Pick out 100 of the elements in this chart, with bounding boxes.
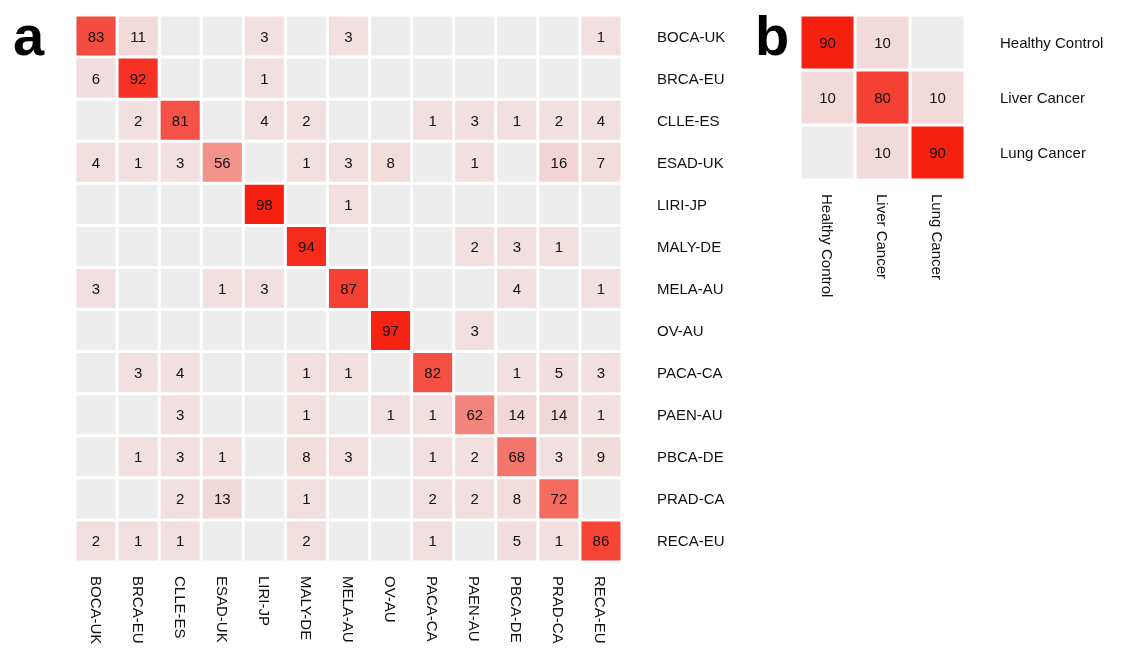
y-tick-label: BRCA-EU bbox=[657, 69, 725, 87]
y-tick-label: BOCA-UK bbox=[657, 27, 726, 45]
data-label: 1 bbox=[302, 406, 311, 424]
y-tick-label: OV-AU bbox=[657, 322, 704, 340]
data-label: 3 bbox=[344, 27, 353, 45]
data-label: 2 bbox=[302, 111, 311, 129]
data-label: 1 bbox=[260, 69, 269, 87]
x-tick-label: PRAD-CA bbox=[550, 576, 568, 644]
data-label: 4 bbox=[91, 153, 101, 171]
data-label: 2 bbox=[428, 490, 437, 508]
data-label: 1 bbox=[596, 406, 606, 424]
data-label: 3 bbox=[133, 364, 143, 382]
data-label: 3 bbox=[260, 27, 269, 45]
data-label: 14 bbox=[508, 406, 526, 424]
data-label: 6 bbox=[91, 69, 101, 87]
data-label: 1 bbox=[133, 448, 143, 466]
data-label: 9 bbox=[596, 448, 606, 466]
data-label: 81 bbox=[171, 111, 189, 129]
y-tick-label: PACA-CA bbox=[657, 364, 723, 382]
y-tick-label: Lung Cancer bbox=[1000, 144, 1086, 161]
data-label: 2 bbox=[91, 532, 101, 550]
data-label: 1 bbox=[386, 406, 395, 424]
x-tick-label: MELA-AU bbox=[340, 576, 357, 643]
data-label: 1 bbox=[554, 532, 564, 550]
x-tick-label: RECA-EU bbox=[592, 576, 610, 644]
data-label: 68 bbox=[508, 448, 526, 466]
data-label: 1 bbox=[596, 280, 606, 297]
data-label: 2 bbox=[470, 237, 479, 255]
data-label: 83 bbox=[87, 27, 105, 45]
data-label: 2 bbox=[554, 111, 564, 129]
data-label: 2 bbox=[176, 490, 185, 508]
data-label: 14 bbox=[550, 406, 568, 424]
y-tick-label: RECA-EU bbox=[657, 532, 725, 550]
data-label: 7 bbox=[596, 153, 606, 171]
chart-title: a bbox=[13, 3, 45, 67]
y-tick-label: CLLE-ES bbox=[657, 111, 720, 129]
data-label: 72 bbox=[550, 490, 568, 508]
data-label: 5 bbox=[512, 532, 521, 550]
data-label: 94 bbox=[298, 237, 315, 255]
data-label: 4 bbox=[596, 111, 606, 129]
data-label: 97 bbox=[382, 322, 399, 340]
data-label: 8 bbox=[512, 490, 521, 508]
data-label: 1 bbox=[133, 153, 143, 171]
data-label: 1 bbox=[596, 27, 606, 45]
data-label: 8 bbox=[302, 448, 311, 466]
data-label: 90 bbox=[819, 34, 836, 51]
data-label: 2 bbox=[302, 532, 311, 550]
data-label: 3 bbox=[512, 237, 521, 255]
y-tick-label: Liver Cancer bbox=[1000, 89, 1086, 106]
data-label: 10 bbox=[874, 34, 891, 51]
data-label: 1 bbox=[428, 532, 437, 550]
data-label: 1 bbox=[344, 195, 353, 213]
x-tick-label: ESAD-UK bbox=[213, 576, 231, 643]
x-tick-label: OV-AU bbox=[382, 576, 400, 623]
data-label: 1 bbox=[554, 237, 564, 255]
data-label: 3 bbox=[596, 364, 606, 382]
data-label: 1 bbox=[218, 280, 227, 297]
data-label: 1 bbox=[428, 111, 437, 129]
y-tick-label: PRAD-CA bbox=[657, 490, 725, 508]
data-label: 4 bbox=[260, 111, 269, 129]
data-label: 62 bbox=[466, 406, 484, 424]
data-label: 3 bbox=[176, 153, 185, 171]
data-label: 1 bbox=[176, 532, 185, 550]
data-label: 1 bbox=[428, 406, 437, 424]
data-label: 2 bbox=[470, 448, 479, 466]
x-tick-label: PBCA-DE bbox=[508, 576, 526, 643]
data-label: 3 bbox=[344, 448, 353, 466]
data-label: 4 bbox=[512, 280, 521, 297]
data-label: 92 bbox=[129, 69, 147, 87]
x-tick-label: BOCA-UK bbox=[87, 576, 105, 645]
x-tick-label: LIRI-JP bbox=[255, 576, 273, 627]
data-label: 16 bbox=[550, 153, 568, 171]
data-label: 98 bbox=[256, 195, 273, 213]
data-label: 1 bbox=[344, 364, 353, 382]
y-tick-label: ESAD-UK bbox=[657, 153, 724, 171]
x-tick-label: CLLE-ES bbox=[171, 576, 189, 639]
data-label: 90 bbox=[929, 144, 946, 161]
data-label: 4 bbox=[176, 364, 185, 382]
data-label: 10 bbox=[929, 89, 946, 106]
data-label: 1 bbox=[470, 153, 479, 171]
data-label: 10 bbox=[874, 144, 891, 161]
data-label: 3 bbox=[470, 111, 479, 129]
data-label: 3 bbox=[554, 448, 564, 466]
data-label: 1 bbox=[302, 364, 311, 382]
x-tick-label: Lung Cancer bbox=[929, 194, 946, 280]
data-label: 3 bbox=[91, 280, 101, 297]
x-tick-label: BRCA-EU bbox=[129, 576, 147, 644]
data-label: 3 bbox=[260, 280, 269, 297]
data-label: 80 bbox=[874, 89, 891, 106]
data-label: 86 bbox=[592, 532, 610, 550]
data-label: 82 bbox=[424, 364, 441, 382]
data-label: 3 bbox=[176, 406, 185, 424]
data-label: 10 bbox=[819, 89, 836, 106]
x-tick-label: PAEN-AU bbox=[466, 576, 484, 642]
x-tick-label: Healthy Control bbox=[819, 194, 836, 298]
data-label: 8 bbox=[386, 153, 395, 171]
data-label: 56 bbox=[213, 153, 231, 171]
data-label: 1 bbox=[302, 490, 311, 508]
data-label: 1 bbox=[512, 364, 521, 382]
x-tick-label: MALY-DE bbox=[297, 576, 315, 641]
